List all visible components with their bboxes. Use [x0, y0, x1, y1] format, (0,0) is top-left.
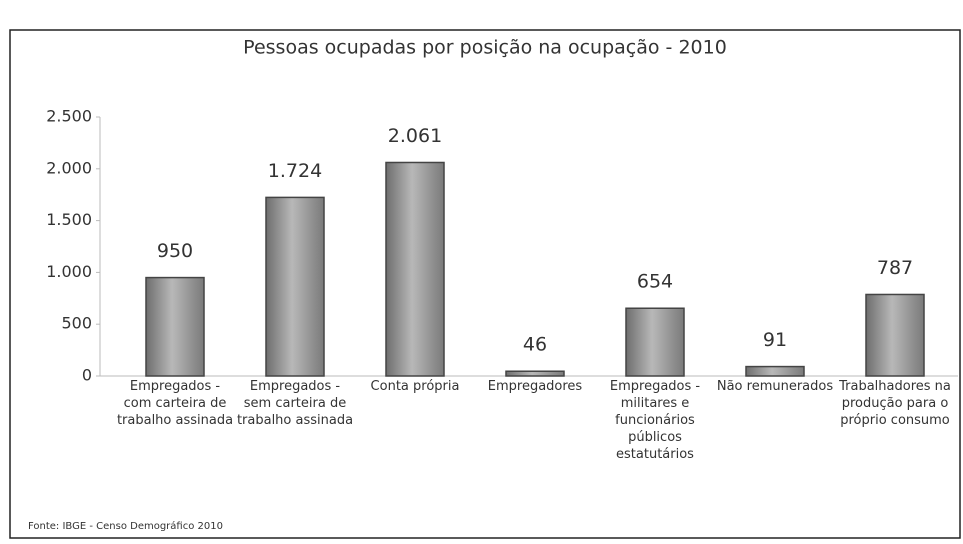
data-label: 950: [157, 240, 193, 262]
bar: [265, 196, 325, 377]
x-tick-label: Empregados - com carteira de trabalho as…: [116, 379, 234, 428]
data-label: 654: [637, 271, 673, 293]
data-label: 2.061: [388, 125, 442, 147]
x-tick-label: Conta própria: [370, 379, 460, 394]
data-label: 1.724: [268, 160, 322, 182]
y-tick-label: 1.500: [46, 210, 92, 229]
data-label: 46: [523, 334, 547, 356]
y-tick-label: 0: [82, 366, 92, 385]
bar: [145, 276, 205, 377]
bar: [745, 365, 805, 377]
x-tick-label: Empregados - militares e funcionários pú…: [609, 379, 701, 462]
data-label: 787: [877, 257, 913, 279]
y-tick-label: 2.500: [46, 107, 92, 126]
y-tick-label: 500: [61, 314, 92, 333]
x-tick-label: Empregadores: [487, 379, 583, 394]
chart-title: Pessoas ocupadas por posição na ocupação…: [243, 37, 727, 59]
bar: [505, 370, 565, 377]
bar: [625, 307, 685, 377]
y-tick-label: 2.000: [46, 158, 92, 177]
bar: [865, 293, 925, 377]
bar: [385, 161, 445, 377]
x-tick-label: Empregados - sem carteira de trabalho as…: [236, 379, 354, 428]
source-note: Fonte: IBGE - Censo Demográfico 2010: [28, 520, 223, 532]
data-label: 91: [763, 329, 787, 351]
x-tick-label: Trabalhadores na produção para o próprio…: [839, 379, 951, 428]
y-tick-label: 1.000: [46, 262, 92, 281]
x-tick-label: Não remunerados: [716, 379, 834, 394]
chart-frame: [9, 29, 961, 539]
